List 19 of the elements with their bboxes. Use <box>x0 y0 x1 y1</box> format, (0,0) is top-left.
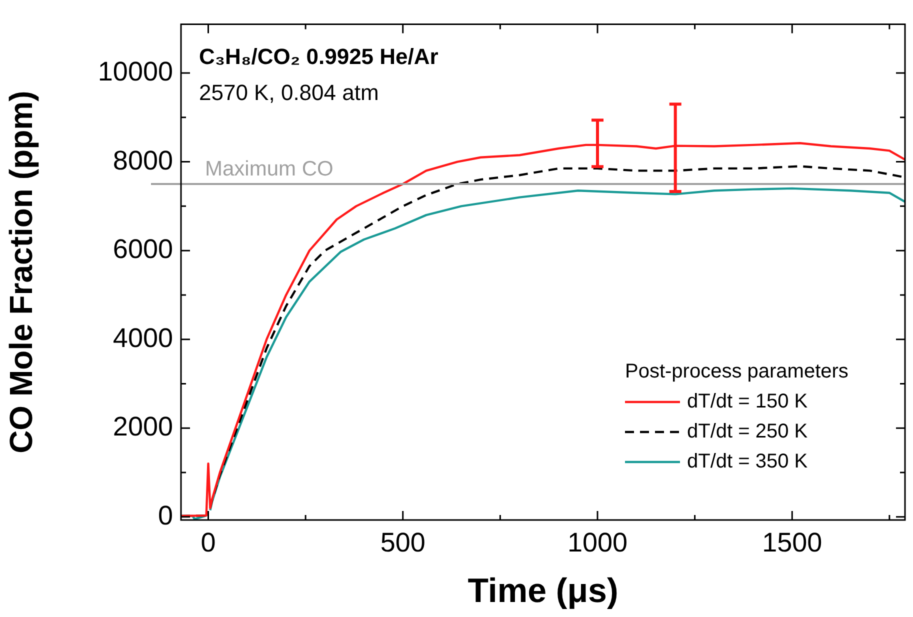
y-tick-label: 4000 <box>112 322 173 353</box>
y-tick-label: 0 <box>158 500 173 530</box>
x-tick-label: 0 <box>200 528 216 558</box>
y-tick-label: 8000 <box>112 145 173 176</box>
x-tick-label: 500 <box>380 528 426 558</box>
annotation: 2570 K, 0.804 atm <box>199 80 379 106</box>
x-tick-label: 1500 <box>762 528 822 558</box>
legend-label: dT/dt = 150 K <box>687 390 808 413</box>
y-tick-label: 10000 <box>98 56 173 86</box>
ref-line-label: Maximum CO <box>205 157 334 180</box>
legend-label: dT/dt = 350 K <box>687 450 808 473</box>
annotation: C₃H₈/CO₂ 0.9925 He/Ar <box>199 44 439 70</box>
y-tick-label: 2000 <box>112 412 173 442</box>
y-axis-title: CO Mole Fraction (ppm) <box>3 90 40 454</box>
x-axis-title: Time (μs) <box>468 572 618 610</box>
legend-label: dT/dt = 250 K <box>687 420 808 443</box>
y-tick-label: 6000 <box>112 234 173 264</box>
x-tick-label: 1000 <box>567 528 628 558</box>
legend-title: Post-process parameters <box>625 360 848 383</box>
